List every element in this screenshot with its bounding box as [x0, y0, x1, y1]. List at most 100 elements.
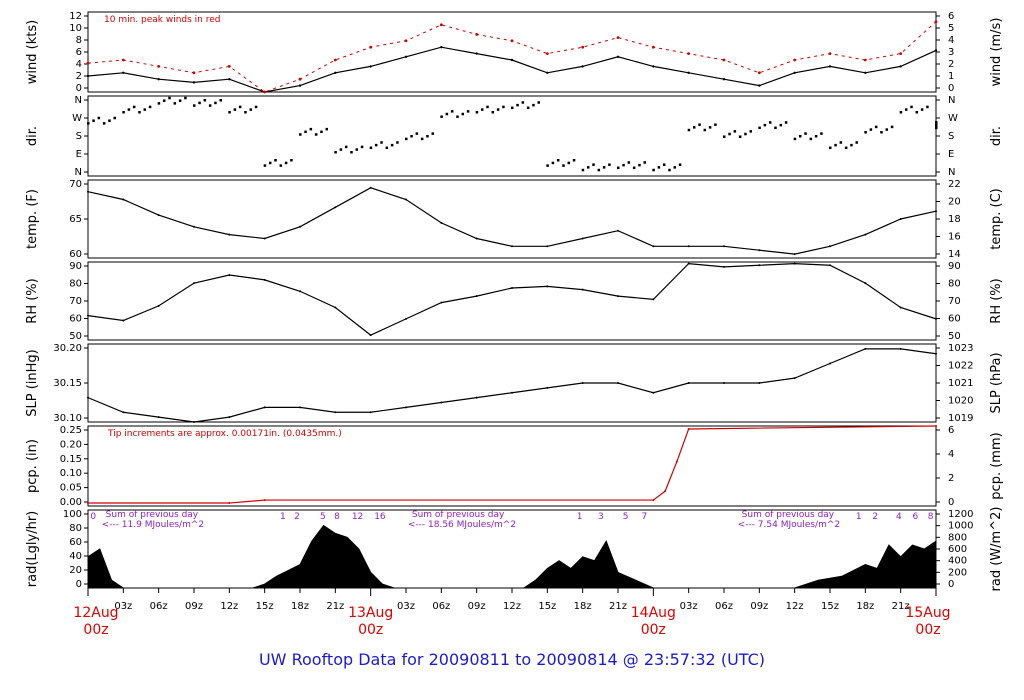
temp-data-point — [122, 198, 125, 201]
slp-data-point — [864, 347, 867, 350]
dir-data-point — [219, 99, 222, 102]
rh-data-point — [157, 304, 160, 307]
panel-frame-slp — [87, 343, 937, 423]
x-day-label: 13Aug — [348, 605, 393, 621]
wind-series-line — [87, 46, 937, 93]
y-tick-label-left: 20 — [69, 565, 82, 576]
y-tick-label-right: 90 — [948, 261, 961, 272]
wind-data-point — [121, 58, 125, 62]
y-tick-label-left: 30.10 — [53, 413, 82, 424]
dir-data-point — [899, 111, 903, 114]
rad-hour-mark: 5 — [623, 512, 629, 522]
dir-data-point — [935, 123, 938, 127]
x-day-label: 15Aug — [905, 605, 950, 621]
wind-data-point — [545, 52, 549, 55]
x-tick-label: 15z — [256, 601, 274, 612]
y-tick-label-left: 12 — [69, 11, 82, 22]
y-axis-label-right: dir. — [989, 126, 1004, 146]
dir-data-point — [915, 111, 919, 114]
wind-data-point — [86, 74, 90, 78]
dir-data-point — [526, 106, 530, 110]
slp-data-point — [369, 411, 372, 414]
rad-hour-mark: 0 — [90, 512, 96, 522]
y-axis-label-right: RH (%) — [989, 278, 1004, 323]
temp-data-point — [440, 221, 443, 224]
dir-data-point — [758, 126, 761, 130]
wind-data-point — [581, 65, 584, 68]
dir-data-point — [839, 141, 843, 144]
dir-data-point — [855, 141, 858, 144]
dir-data-point — [355, 148, 359, 151]
y-tick-label-left: 50 — [69, 331, 82, 342]
x-tick-label: 15z — [538, 601, 556, 612]
dir-data-point — [178, 99, 182, 102]
wind-data-point — [510, 58, 514, 62]
y-tick-label-left: 70 — [69, 179, 82, 190]
y-tick-label-left: 60 — [69, 314, 82, 325]
dir-data-point — [102, 122, 106, 125]
rh-data-point — [546, 285, 549, 288]
y-tick-label-left: 0.00 — [60, 497, 82, 508]
x-day-label: 12Aug — [73, 605, 118, 621]
pcp-data-point — [263, 499, 266, 502]
wind-data-point — [793, 71, 796, 75]
y-tick-label-left: 65 — [69, 214, 82, 225]
slp-data-point — [193, 421, 195, 423]
dir-data-point — [546, 164, 549, 167]
dir-data-point — [244, 111, 247, 114]
rh-data-point — [122, 319, 125, 322]
dir-data-point — [450, 110, 454, 113]
wind-data-point — [404, 55, 408, 58]
x-day-hour-label: 00z — [641, 622, 666, 638]
wind-data-point — [934, 20, 938, 23]
wind-data-point — [546, 71, 549, 75]
dir-data-point — [238, 105, 242, 109]
rh-data-point — [228, 274, 231, 276]
dir-data-point — [420, 137, 424, 141]
dir-data-point — [793, 137, 797, 141]
slp-data-point — [581, 382, 584, 384]
dir-data-point — [602, 166, 606, 169]
temp-data-point — [935, 210, 937, 213]
wind-data-point — [298, 77, 302, 81]
dir-data-point — [723, 135, 726, 138]
wind-data-point — [334, 71, 337, 75]
rad-hour-mark: 12 — [352, 512, 363, 522]
y-tick-label-left: 10 — [69, 23, 82, 34]
y-tick-label-right: S — [948, 131, 954, 142]
slp-data-point — [793, 377, 796, 380]
y-tick-label-right: 6 — [948, 425, 954, 436]
x-tick-label: 03z — [680, 601, 698, 612]
wind-data-point — [192, 81, 196, 84]
wind-data-point — [439, 23, 443, 27]
dir-data-point — [784, 121, 788, 124]
rad-sum-value: <--- 11.9 MJoules/m^2 — [102, 520, 204, 530]
dir-data-point — [426, 135, 429, 138]
dir-data-point — [511, 106, 514, 110]
rh-data-point — [935, 317, 937, 320]
wind-data-point — [228, 78, 231, 81]
x-tick-label: 09z — [750, 601, 768, 612]
dir-data-point — [299, 133, 302, 136]
dir-data-point — [728, 132, 731, 136]
temp-data-point — [263, 237, 266, 240]
y-tick-label-left: 30.15 — [53, 378, 82, 389]
dir-data-point — [486, 105, 489, 109]
temp-data-point — [652, 245, 655, 248]
rad-hour-mark: 2 — [294, 512, 300, 522]
x-tick-label: 09z — [185, 601, 203, 612]
dir-data-point — [203, 99, 207, 102]
x-day-hour-label: 00z — [358, 622, 383, 638]
y-tick-label-left: 0 — [76, 83, 82, 94]
dir-data-point — [516, 103, 519, 107]
wind-data-point — [369, 65, 372, 68]
temp-data-point — [299, 225, 301, 228]
temp-data-point — [829, 245, 831, 248]
y-tick-label-right: 70 — [948, 296, 961, 307]
rh-data-point — [334, 306, 337, 309]
temp-data-point — [405, 198, 407, 201]
y-axis-label-left: temp. (F) — [25, 189, 40, 249]
rh-data-point — [723, 265, 725, 268]
dir-data-point — [692, 126, 696, 129]
